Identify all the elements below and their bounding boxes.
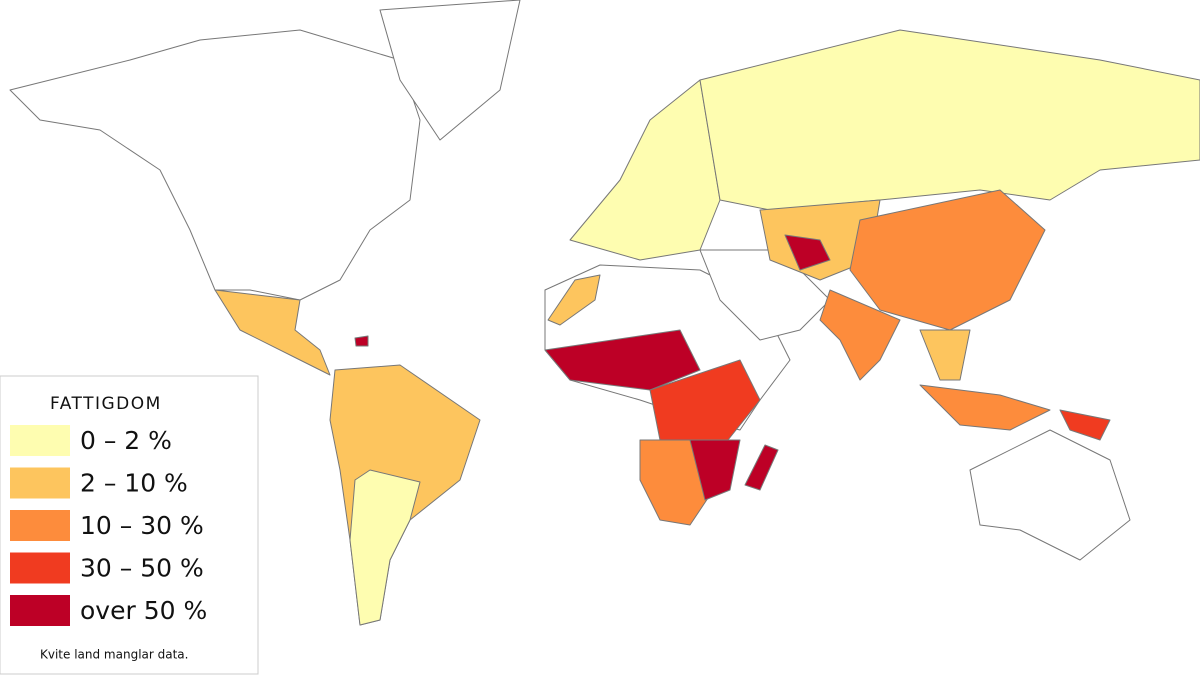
legend-swatch — [10, 425, 70, 456]
central-america — [214, 289, 331, 376]
legend-swatch — [10, 595, 70, 626]
greenland — [379, 0, 521, 141]
mozambique-region — [689, 439, 741, 501]
legend-title: FATTIGDOM — [50, 394, 162, 414]
sahel — [544, 329, 701, 391]
legend-swatch — [10, 552, 70, 584]
india — [819, 289, 901, 381]
legend-label: 0 – 2 % — [80, 426, 172, 455]
papua-new-guinea — [1059, 409, 1111, 441]
north-america — [9, 29, 421, 301]
legend-label: 2 – 10 % — [80, 469, 188, 498]
china — [849, 189, 1046, 331]
madagascar — [744, 444, 779, 491]
legend-label: over 50 % — [80, 596, 207, 625]
legend-label: 30 – 50 % — [80, 554, 204, 583]
legend: FATTIGDOM Kvite land manglar data. 0 – 2… — [0, 375, 259, 675]
indonesia — [919, 384, 1051, 431]
legend-swatch — [10, 510, 70, 541]
countries — [9, 0, 1200, 626]
australia — [969, 429, 1131, 561]
russia — [699, 29, 1200, 211]
east-central-africa — [649, 359, 761, 451]
morocco — [547, 274, 601, 326]
legend-swatch — [10, 467, 70, 499]
legend-note: Kvite land manglar data. — [40, 648, 188, 662]
southeast-asia — [919, 329, 971, 381]
haiti — [354, 335, 369, 347]
uzbekistan-region — [784, 234, 831, 271]
legend-label: 10 – 30 % — [80, 511, 204, 540]
southern-cone — [349, 469, 421, 626]
